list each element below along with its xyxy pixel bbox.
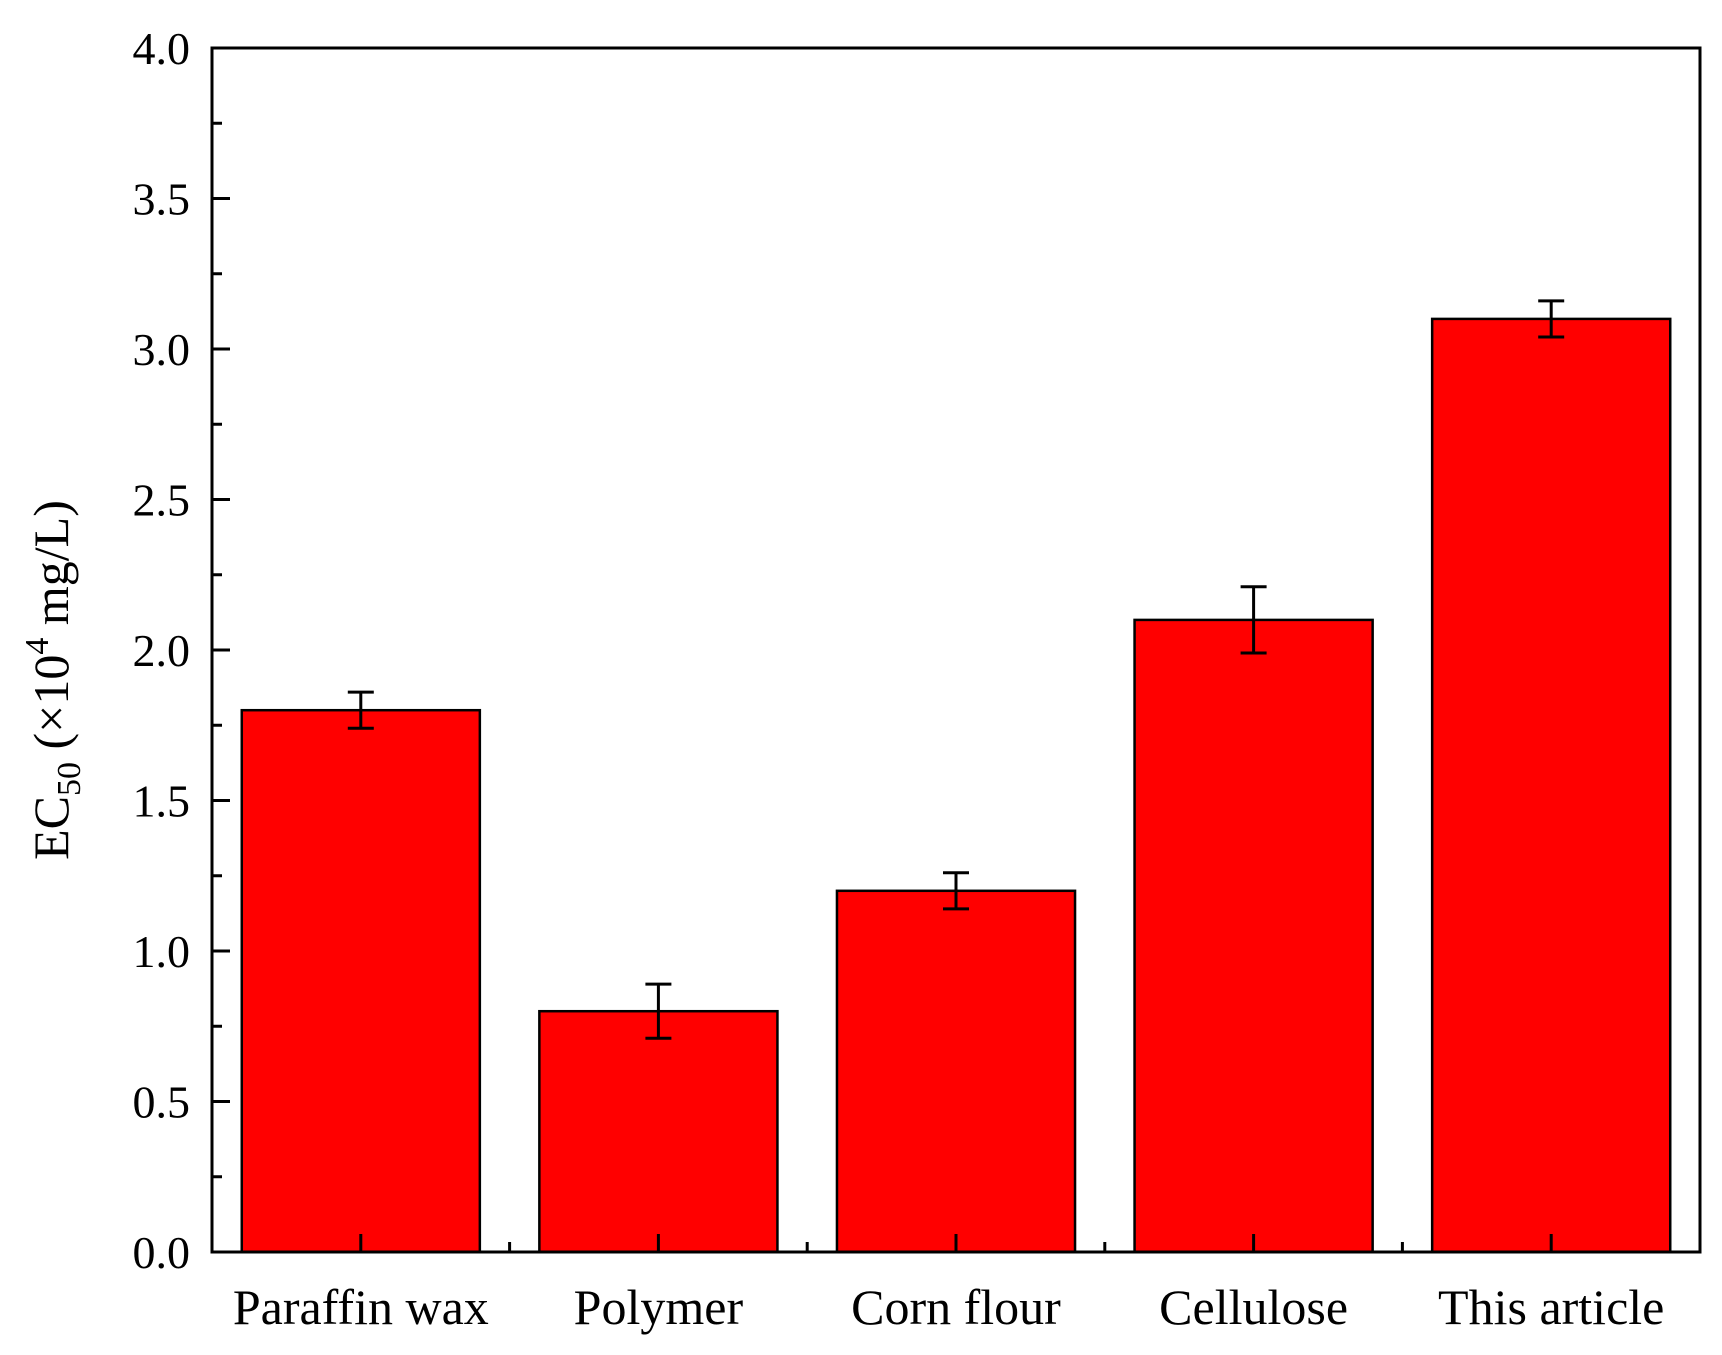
y-axis-title-main: EC [23,796,79,860]
error-bar-0 [347,690,374,730]
y-tick-label-6: 3.0 [133,324,191,375]
y-tick-label-4: 2.0 [133,625,191,676]
bar-3 [1133,618,1374,1254]
x-tick-label-1: Polymer [574,1279,744,1335]
bar-2 [835,889,1077,1254]
y-tick-label-7: 3.5 [133,174,191,225]
x-axis: Paraffin wax Polymer Corn flour Cellulose Th… [233,1234,1664,1335]
bar-0 [240,708,482,1254]
error-bars-group [347,299,1565,1040]
error-bar-3 [1240,585,1267,655]
y-axis-title: EC50 (×104 mg/L) [19,500,88,860]
y-tick-label-0: 0.0 [133,1227,191,1278]
y-tick-label-2: 1.0 [133,926,191,977]
bars-group [240,317,1672,1254]
bar-4 [1430,317,1672,1254]
y-axis-title-unit-prefix: (×10 [23,655,79,762]
y-axis-title-subscript: 50 [51,762,88,796]
y-tick-label-8: 4.0 [133,23,191,74]
error-bar-1 [645,982,672,1040]
error-bar-4 [1538,299,1565,339]
y-axis-title-unit-suffix: mg/L) [23,500,79,637]
x-tick-label-2: Corn flour [851,1279,1061,1335]
x-tick-label-4: This article [1438,1279,1664,1335]
y-axis-title-superscript: 4 [19,638,56,655]
y-axis: 0.0 0.5 1.0 1.5 2.0 2.5 3.0 3.5 4.0 [133,23,230,1278]
y-tick-label-3: 1.5 [133,776,191,827]
x-tick-label-0: Paraffin wax [233,1279,489,1335]
bar-1 [538,1009,779,1254]
x-tick-label-3: Cellulose [1159,1279,1348,1335]
error-bar-2 [943,871,969,911]
y-tick-label-1: 0.5 [133,1077,191,1128]
y-tick-label-5: 2.5 [133,475,191,526]
